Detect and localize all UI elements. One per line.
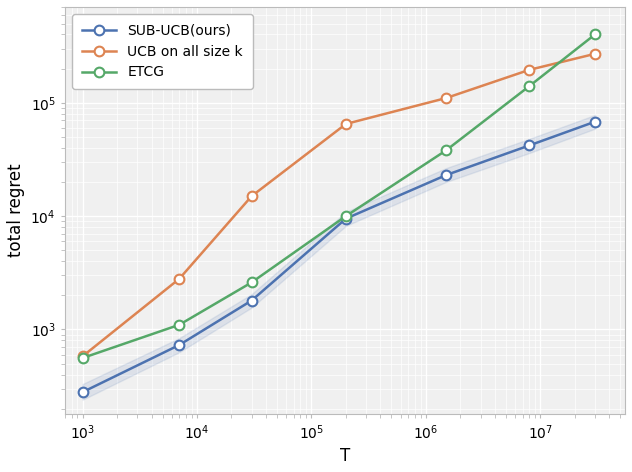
UCB on all size k	[442, 95, 450, 101]
ETCG	[591, 32, 599, 37]
Y-axis label: total regret: total regret	[7, 164, 25, 257]
SUB-UCB(ours)	[525, 143, 533, 148]
X-axis label: T: T	[340, 447, 350, 465]
SUB-UCB(ours)	[176, 342, 183, 348]
UCB on all size k	[79, 354, 87, 359]
UCB on all size k	[591, 51, 599, 57]
ETCG	[248, 279, 255, 285]
SUB-UCB(ours)	[342, 216, 349, 221]
SUB-UCB(ours)	[442, 172, 450, 178]
SUB-UCB(ours)	[248, 298, 255, 303]
ETCG	[442, 148, 450, 153]
SUB-UCB(ours)	[79, 389, 87, 395]
ETCG	[176, 322, 183, 328]
UCB on all size k	[248, 194, 255, 199]
Legend: SUB-UCB(ours), UCB on all size k, ETCG: SUB-UCB(ours), UCB on all size k, ETCG	[72, 14, 253, 89]
UCB on all size k	[525, 67, 533, 73]
ETCG	[525, 84, 533, 89]
ETCG	[342, 213, 349, 219]
ETCG	[79, 355, 87, 361]
UCB on all size k	[342, 121, 349, 127]
UCB on all size k	[176, 276, 183, 282]
Line: ETCG: ETCG	[78, 30, 600, 363]
Line: UCB on all size k: UCB on all size k	[78, 49, 600, 361]
Line: SUB-UCB(ours): SUB-UCB(ours)	[78, 117, 600, 397]
SUB-UCB(ours)	[591, 119, 599, 125]
